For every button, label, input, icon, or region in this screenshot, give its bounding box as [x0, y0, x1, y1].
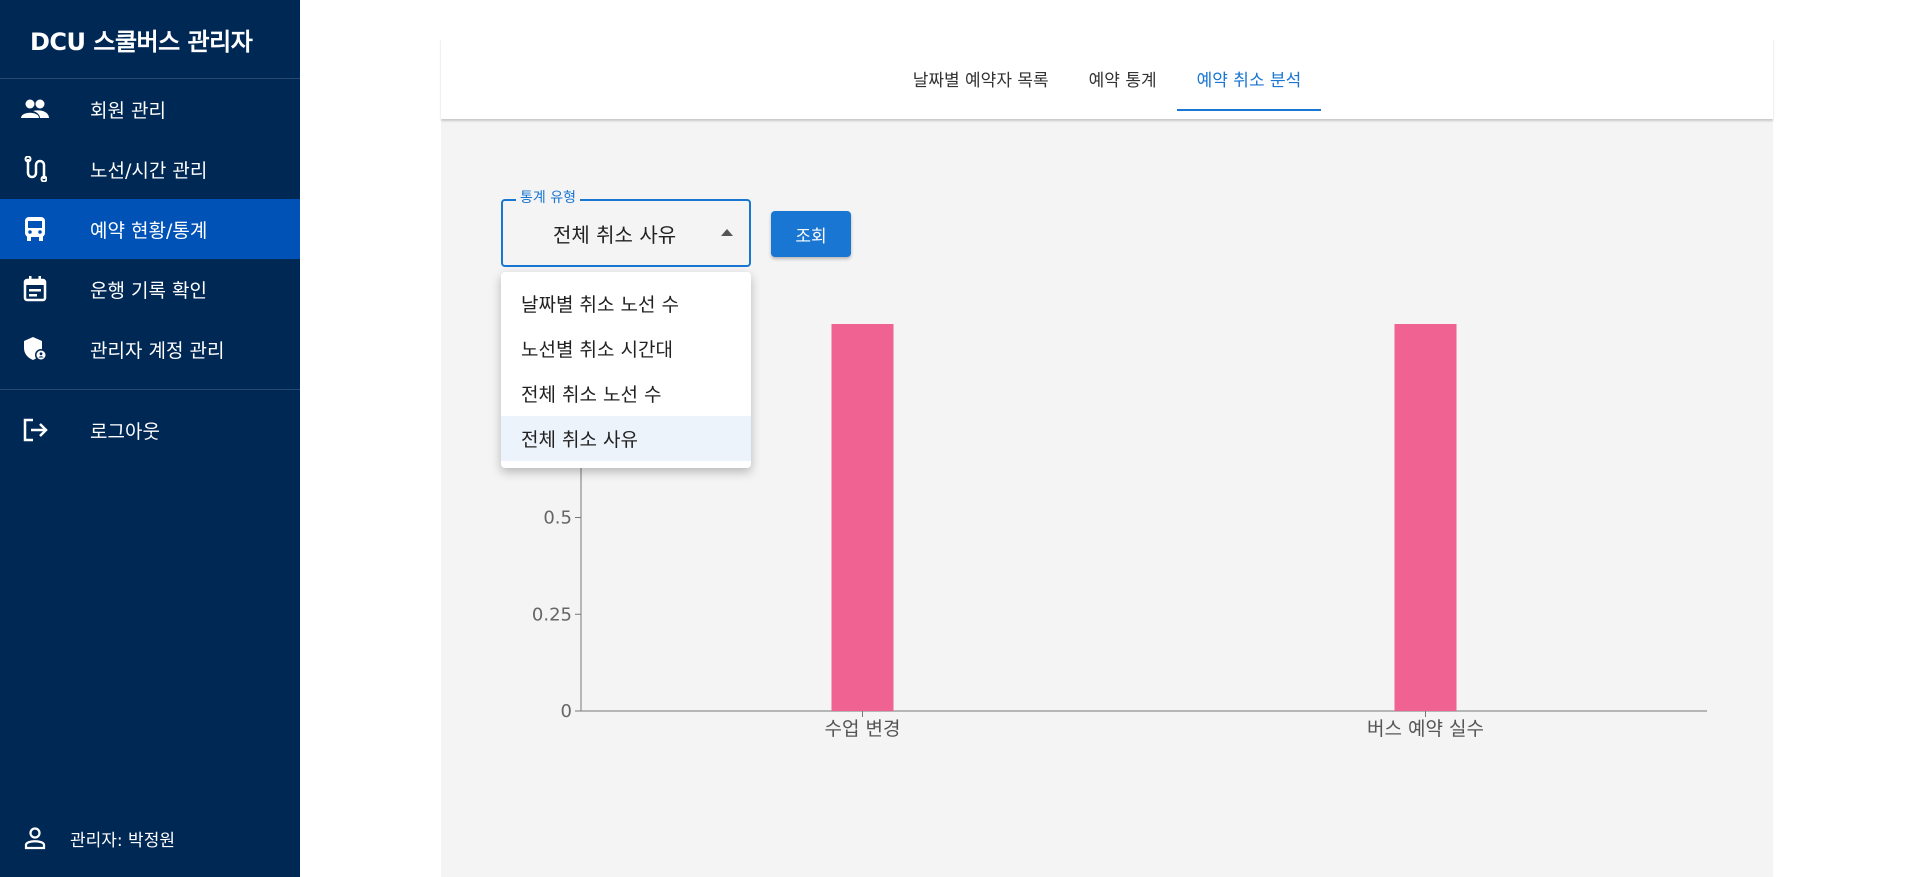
tab-reservation-stats[interactable]: 예약 통계 [1088, 71, 1157, 91]
tab-daily-reservations[interactable]: 날짜별 예약자 목록 [912, 71, 1049, 91]
sidebar-item-reservations[interactable]: 예약 현황/통계 [0, 199, 300, 259]
select-label: 통계 유형 [516, 187, 580, 207]
dropdown-option[interactable]: 날짜별 취소 노선 수 [521, 294, 679, 316]
user-label: 관리자: 박정원 [70, 830, 175, 851]
logout-icon [20, 415, 50, 445]
route-icon [20, 154, 50, 184]
app-title: DCU 스쿨버스 관리자 [0, 0, 300, 79]
calendar-icon [20, 274, 50, 304]
dropdown-option-selected[interactable]: 전체 취소 사유 [501, 416, 751, 461]
stat-type-select[interactable]: 전체 취소 사유 [501, 199, 751, 267]
sidebar-item-label: 관리자 계정 관리 [90, 339, 225, 362]
tab-bar: 날짜별 예약자 목록 예약 통계 예약 취소 분석 [441, 38, 1773, 119]
query-button[interactable]: 조회 [771, 211, 851, 257]
sidebar-item-routes[interactable]: 노선/시간 관리 [0, 139, 300, 199]
stat-type-dropdown: 날짜별 취소 노선 수 노선별 취소 시간대 전체 취소 노선 수 전체 취소 … [501, 272, 751, 468]
sidebar-item-label: 로그아웃 [90, 420, 160, 443]
person-icon [20, 823, 50, 853]
admin-shield-icon [20, 334, 50, 364]
chevron-up-icon [721, 229, 733, 236]
main-panel: 날짜별 예약자 목록 예약 통계 예약 취소 분석 [441, 38, 1773, 877]
sidebar-item-label: 운행 기록 확인 [90, 279, 207, 302]
people-icon [20, 94, 50, 124]
select-value: 전체 취소 사유 [553, 222, 677, 247]
dropdown-option[interactable]: 전체 취소 노선 수 [521, 384, 662, 406]
current-user: 관리자: 박정원 [20, 823, 175, 853]
sidebar-item-label: 노선/시간 관리 [90, 159, 208, 182]
tab-cancellation-analysis[interactable]: 예약 취소 분석 [1176, 38, 1322, 119]
sidebar-item-admin-accounts[interactable]: 관리자 계정 관리 [0, 319, 300, 379]
sidebar-item-logout[interactable]: 로그아웃 [0, 400, 300, 460]
nav-divider [0, 389, 300, 390]
sidebar-item-members[interactable]: 회원 관리 [0, 79, 300, 139]
sidebar-item-label: 회원 관리 [90, 99, 166, 122]
bus-icon [20, 214, 50, 244]
sidebar-item-label: 예약 현황/통계 [90, 219, 208, 242]
sidebar: DCU 스쿨버스 관리자 회원 관리 노선/시간 관리 예약 현황/통계 운행 … [0, 0, 300, 877]
sidebar-nav: 회원 관리 노선/시간 관리 예약 현황/통계 운행 기록 확인 관리자 계정 … [0, 79, 300, 460]
sidebar-item-logs[interactable]: 운행 기록 확인 [0, 259, 300, 319]
dropdown-option[interactable]: 노선별 취소 시간대 [521, 339, 673, 361]
